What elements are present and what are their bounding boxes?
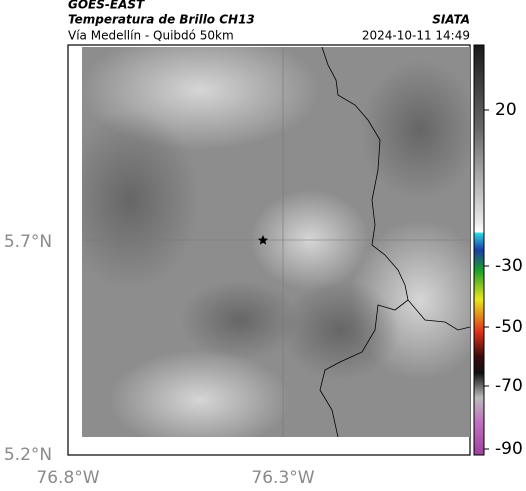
colorbar-label: -70: [495, 376, 523, 396]
lon-label: 76.3°W: [251, 468, 314, 488]
colorbar-label: -30: [495, 256, 523, 276]
colorbar-label: -90: [495, 439, 523, 459]
lat-label: 5.2°N: [4, 445, 52, 465]
colorbar-label: 20: [495, 100, 517, 120]
organization: SIATA: [432, 13, 470, 27]
timestamp: 2024-10-11 14:49: [362, 29, 470, 43]
colorbar: [473, 44, 485, 456]
colorbar-label: -50: [495, 317, 523, 337]
lon-label: 76.8°W: [36, 468, 99, 488]
subtitle: Vía Medellín - Quibdó 50km: [68, 29, 234, 43]
colorbar-ticks: [484, 109, 489, 450]
lat-label: 5.7°N: [4, 232, 52, 252]
title: Temperatura de Brillo CH13: [68, 13, 255, 27]
source: GOES-EAST: [68, 0, 145, 12]
satellite-image: [82, 47, 470, 437]
